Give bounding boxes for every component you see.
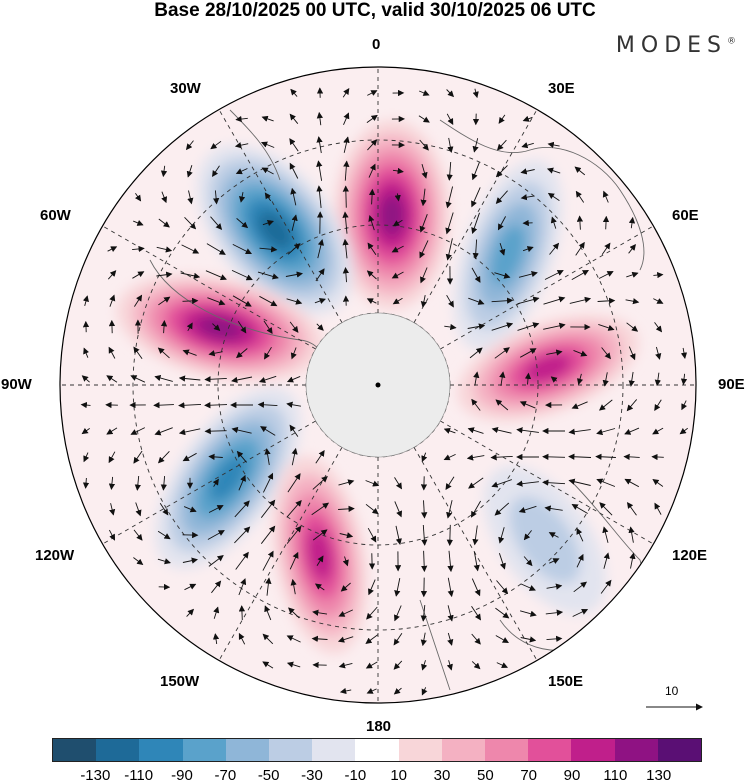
wind-arrow	[606, 217, 607, 230]
colorbar-tick-label: -70	[214, 767, 236, 784]
wind-arrow	[346, 186, 347, 207]
lon-label-90e: 90E	[718, 377, 745, 393]
vector-reference-label: 10	[665, 684, 678, 698]
colorbar-tick-label: -10	[344, 767, 366, 784]
colorbar-swatch	[53, 739, 96, 761]
wind-arrow	[450, 525, 451, 545]
colorbar	[52, 738, 702, 762]
lon-label-90w: 90W	[1, 377, 32, 393]
colorbar-tick-label: 130	[646, 767, 671, 784]
colorbar-swatch	[269, 739, 312, 761]
colorbar-swatch	[226, 739, 269, 761]
colorbar-tick-label: -50	[258, 767, 280, 784]
colorbar-tick-label: -110	[124, 767, 153, 784]
lon-label-0: 0	[372, 37, 380, 53]
colorbar-swatch	[183, 739, 226, 761]
colorbar-tick-label: 110	[603, 767, 627, 784]
colorbar-swatch	[96, 739, 139, 761]
colorbar-tick-label: 10	[390, 767, 407, 784]
wind-arrow	[183, 301, 198, 302]
colorbar-swatch	[485, 739, 528, 761]
colorbar-tick-label: -30	[301, 767, 323, 784]
north-pole-marker	[376, 383, 381, 388]
lon-label-120e: 120E	[672, 548, 707, 564]
colorbar-swatch	[355, 739, 398, 761]
wind-arrow	[242, 606, 243, 620]
wind-arrow	[543, 457, 565, 458]
colorbar-swatch	[571, 739, 614, 761]
colorbar-tick-label: 70	[520, 767, 537, 784]
colorbar-tick-label: -130	[80, 767, 110, 784]
wind-arrow	[652, 457, 664, 458]
colorbar-swatch	[658, 739, 701, 761]
lon-label-150w: 150W	[160, 674, 199, 690]
lon-label-60w: 60W	[40, 208, 71, 224]
colorbar-swatch	[139, 739, 182, 761]
lon-label-30w: 30W	[170, 81, 201, 97]
lon-label-60e: 60E	[672, 208, 699, 224]
colorbar-tick-label: 30	[434, 767, 451, 784]
wind-arrow	[205, 431, 226, 432]
lon-label-150e: 150E	[548, 674, 583, 690]
lon-label-120w: 120W	[35, 548, 74, 564]
colorbar-tick-label: -90	[171, 767, 193, 784]
anomaly-contour	[379, 194, 404, 236]
colorbar-tick-label: 90	[564, 767, 581, 784]
colorbar-swatch	[442, 739, 485, 761]
lon-label-180: 180	[366, 719, 391, 735]
colorbar-swatch	[615, 739, 658, 761]
lon-label-30e: 30E	[548, 81, 575, 97]
colorbar-swatch	[312, 739, 355, 761]
colorbar-tick-label: 50	[477, 767, 494, 784]
colorbar-swatch	[399, 739, 442, 761]
colorbar-swatch	[528, 739, 571, 761]
